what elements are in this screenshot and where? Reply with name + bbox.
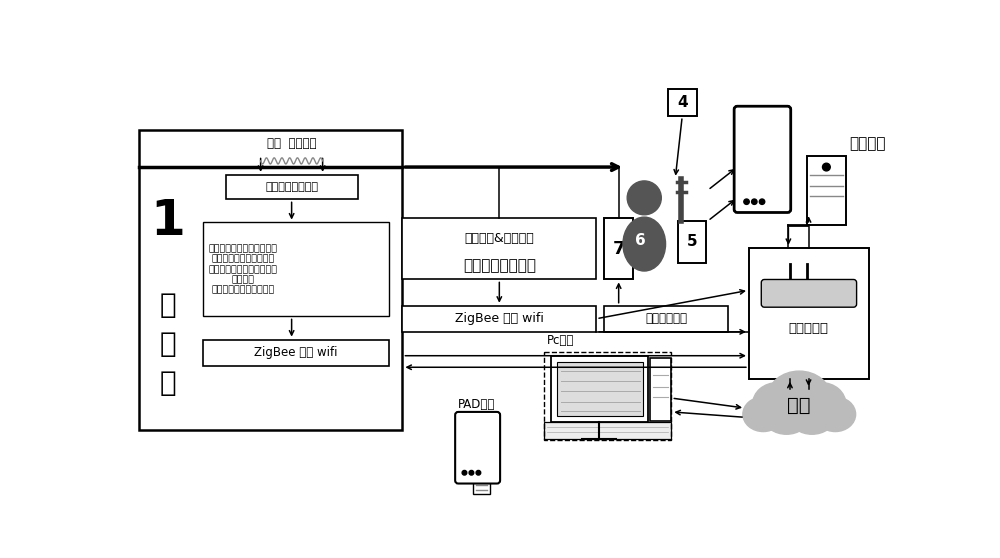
Text: 信号处理控制电路: 信号处理控制电路 — [265, 182, 318, 192]
FancyBboxPatch shape — [402, 218, 596, 280]
Text: PAD电脑: PAD电脑 — [458, 398, 496, 411]
FancyBboxPatch shape — [544, 422, 671, 439]
FancyBboxPatch shape — [734, 106, 791, 213]
Text: 监控终端: 监控终端 — [850, 137, 886, 151]
FancyBboxPatch shape — [761, 280, 857, 307]
Text: 7: 7 — [612, 240, 625, 258]
Ellipse shape — [797, 383, 846, 425]
Circle shape — [627, 181, 661, 215]
FancyBboxPatch shape — [455, 412, 500, 484]
Text: 实际的呼吸频率、潮气量、
分钟通气量、吸气压力、
呼气压力、压力上升时间、
漏气量，
实际有效使用时间等参数: 实际的呼吸频率、潮气量、 分钟通气量、吸气压力、 呼气压力、压力上升时间、 漏气… — [209, 244, 278, 295]
Text: 6: 6 — [635, 233, 646, 248]
Text: ZigBee 蓝牙 wifi: ZigBee 蓝牙 wifi — [455, 312, 544, 325]
Text: 信号处理控制电路: 信号处理控制电路 — [463, 258, 536, 273]
Circle shape — [469, 470, 474, 475]
FancyBboxPatch shape — [202, 223, 388, 316]
Text: 智能路由器: 智能路由器 — [789, 323, 829, 335]
FancyBboxPatch shape — [139, 130, 402, 430]
FancyBboxPatch shape — [604, 306, 728, 332]
FancyBboxPatch shape — [202, 339, 388, 365]
Ellipse shape — [790, 402, 834, 434]
Circle shape — [759, 199, 765, 204]
FancyBboxPatch shape — [557, 362, 643, 416]
FancyBboxPatch shape — [604, 218, 633, 280]
FancyBboxPatch shape — [650, 358, 671, 421]
Circle shape — [462, 470, 467, 475]
Ellipse shape — [764, 402, 809, 434]
Text: 4: 4 — [677, 95, 688, 110]
FancyBboxPatch shape — [668, 89, 697, 116]
FancyBboxPatch shape — [473, 480, 490, 494]
Text: Pc电脑: Pc电脑 — [547, 334, 575, 347]
Ellipse shape — [767, 371, 831, 425]
FancyBboxPatch shape — [678, 221, 706, 263]
Circle shape — [744, 199, 749, 204]
Text: 云端: 云端 — [788, 396, 811, 415]
Text: 流速  压力波形: 流速 压力波形 — [267, 137, 316, 151]
Ellipse shape — [743, 397, 784, 431]
Text: 氧气浓度&氧气流量: 氧气浓度&氧气流量 — [464, 232, 534, 245]
FancyBboxPatch shape — [743, 123, 782, 194]
FancyBboxPatch shape — [749, 248, 869, 379]
Text: ZigBee 蓝牙 wifi: ZigBee 蓝牙 wifi — [254, 346, 337, 359]
Ellipse shape — [623, 217, 666, 271]
Ellipse shape — [815, 397, 856, 431]
Text: 5: 5 — [687, 234, 698, 249]
Text: 1: 1 — [150, 197, 185, 245]
FancyBboxPatch shape — [226, 175, 358, 199]
Ellipse shape — [753, 383, 802, 425]
FancyBboxPatch shape — [807, 156, 846, 225]
FancyBboxPatch shape — [464, 424, 491, 468]
Circle shape — [822, 163, 830, 171]
Text: 呼
吸
机: 呼 吸 机 — [159, 291, 176, 397]
Circle shape — [752, 199, 757, 204]
Text: 氧气（氧源）: 氧气（氧源） — [645, 312, 687, 325]
FancyBboxPatch shape — [551, 357, 648, 422]
Circle shape — [476, 470, 481, 475]
FancyBboxPatch shape — [402, 306, 596, 332]
